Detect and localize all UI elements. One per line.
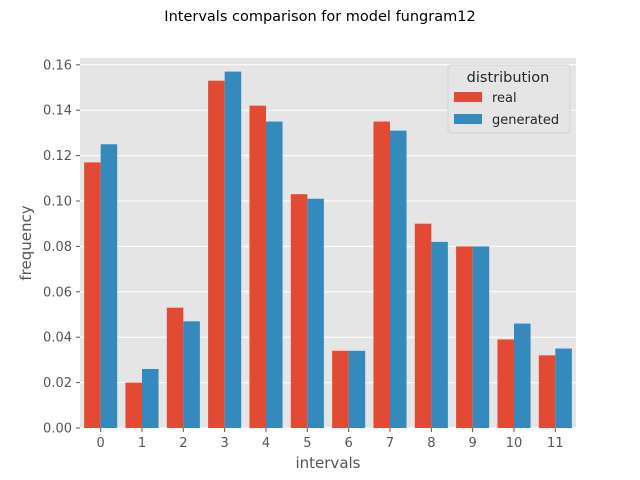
bar-real: [414, 223, 432, 428]
bar-generated: [390, 130, 407, 428]
bar-real: [249, 105, 266, 429]
bar-real: [166, 307, 184, 428]
bar-generated: [224, 71, 242, 428]
y-tick-label: 0.04: [43, 331, 72, 346]
y-tick-label: 0.00: [43, 422, 72, 437]
bar-real: [456, 246, 473, 428]
legend: distribution real generated: [447, 64, 571, 134]
legend-swatch-generated: [454, 114, 482, 124]
bar-real: [373, 121, 390, 428]
y-tick-label: 0.10: [43, 195, 72, 210]
x-tick-label: 3: [221, 436, 229, 451]
bar-generated: [183, 321, 200, 428]
y-tick-label: 0.06: [43, 285, 72, 300]
bar-real: [497, 339, 514, 428]
x-axis-ticks: 0 1 2 3 4 5 6 7 8 9 10 11: [97, 428, 564, 451]
x-tick-label: 10: [506, 436, 523, 451]
y-tick-label: 0.12: [43, 149, 72, 164]
legend-label-real: real: [492, 91, 517, 106]
bars: [84, 71, 572, 429]
x-tick-label: 8: [427, 436, 435, 451]
bar-real: [208, 80, 225, 428]
x-tick-label: 7: [386, 436, 394, 451]
bar-real: [332, 350, 349, 428]
legend-label-generated: generated: [492, 113, 559, 128]
bar-real: [125, 382, 142, 428]
bar-real: [84, 162, 101, 428]
x-tick-label: 2: [179, 436, 187, 451]
x-tick-label: 11: [547, 436, 564, 451]
bar-generated: [348, 350, 366, 428]
y-tick-label: 0.14: [43, 104, 72, 119]
x-tick-label: 9: [469, 436, 477, 451]
gridlines: [80, 64, 576, 429]
x-axis-label: intervals: [295, 454, 360, 472]
y-tick-label: 0.02: [43, 376, 72, 391]
x-tick-label: 6: [345, 436, 353, 451]
chart-title: Intervals comparison for model fungram12: [164, 9, 475, 25]
bar-generated: [514, 323, 531, 428]
y-tick-label: 0.16: [43, 58, 72, 73]
bar-generated: [307, 198, 324, 428]
bar-generated: [100, 144, 118, 428]
bar-generated: [266, 121, 283, 428]
bar-generated: [555, 348, 572, 428]
x-tick-label: 4: [262, 436, 270, 451]
bar-real: [290, 194, 308, 428]
bar-real: [538, 355, 556, 428]
x-tick-label: 1: [138, 436, 146, 451]
y-tick-label: 0.08: [43, 240, 72, 255]
legend-swatch-real: [454, 92, 482, 102]
y-axis-ticks: 0.00 0.02 0.04 0.06 0.08 0.10 0.12 0.14 0.16: [43, 58, 80, 437]
bar-generated: [142, 368, 159, 428]
bar-generated: [472, 246, 490, 428]
legend-title: distribution: [467, 70, 550, 86]
y-axis-label: frequency: [17, 205, 35, 280]
x-tick-label: 5: [303, 436, 311, 451]
x-tick-label: 0: [97, 436, 105, 451]
bar-generated: [431, 241, 448, 428]
